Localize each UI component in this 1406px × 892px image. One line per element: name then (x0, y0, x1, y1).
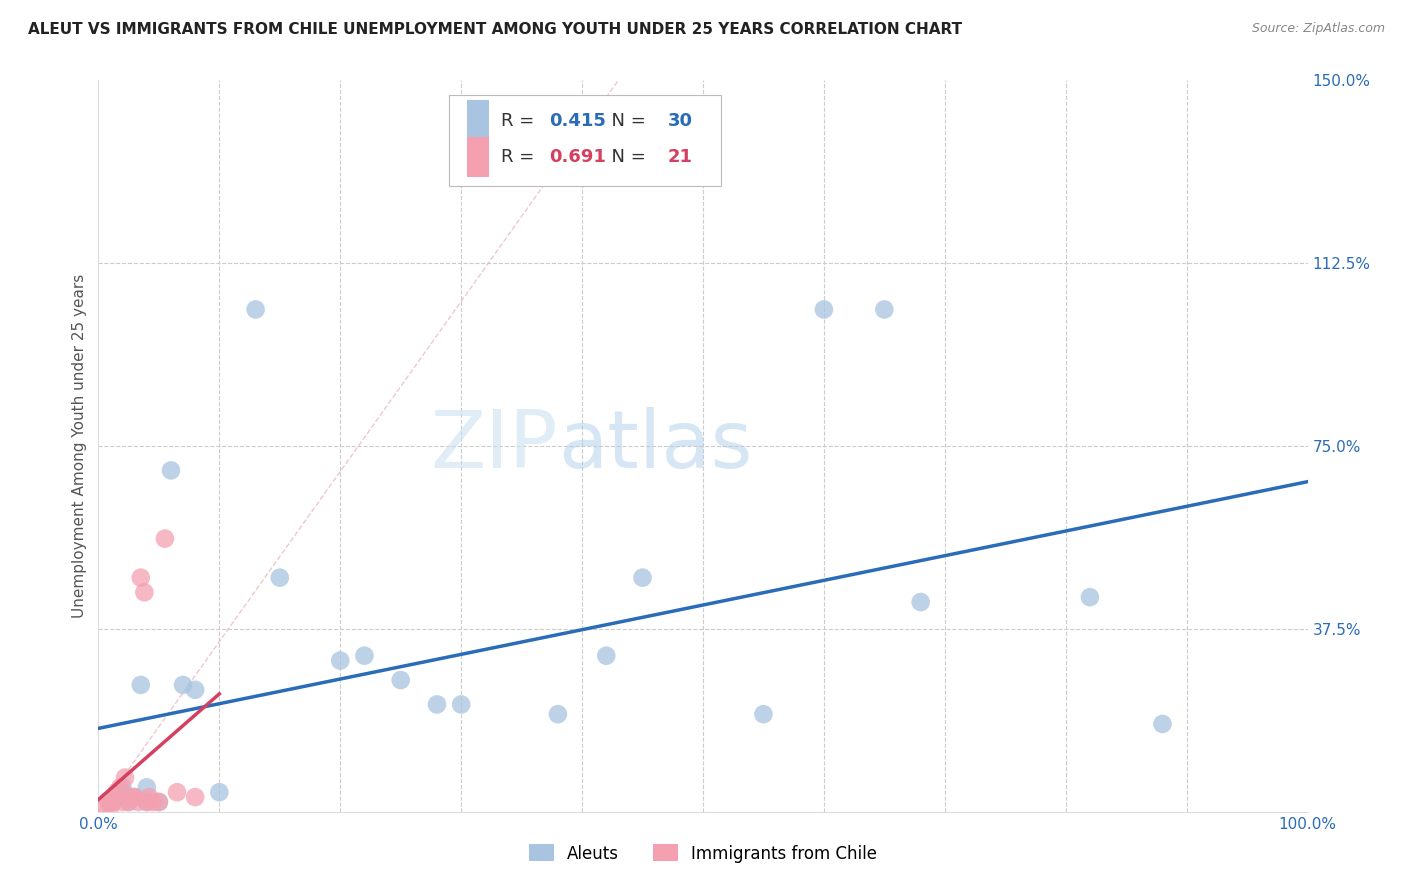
Point (129, 571, 152, 585)
Point (111, 785, 134, 799)
Point (135, 795, 157, 809)
Point (813, 302, 835, 317)
FancyBboxPatch shape (449, 95, 721, 186)
Point (114, 771, 136, 785)
Text: R =: R = (501, 112, 540, 129)
Point (389, 673, 412, 687)
Point (100, 800, 122, 814)
Point (752, 707, 775, 722)
Point (426, 698, 449, 712)
Point (127, 795, 149, 809)
Point (111, 780, 134, 795)
Point (329, 654, 352, 668)
Point (353, 648, 375, 663)
Point (105, 790, 128, 805)
Point (138, 790, 160, 805)
Point (595, 648, 617, 663)
Point (1078, 590, 1101, 604)
Point (105, 785, 128, 799)
Text: atlas: atlas (558, 407, 752, 485)
FancyBboxPatch shape (467, 101, 489, 141)
Point (135, 795, 157, 809)
Y-axis label: Unemployment Among Youth under 25 years: Unemployment Among Youth under 25 years (72, 274, 87, 618)
FancyBboxPatch shape (467, 137, 489, 178)
Point (160, 463, 183, 477)
Text: ZIP: ZIP (430, 407, 558, 485)
Text: 21: 21 (668, 148, 693, 166)
Text: ALEUT VS IMMIGRANTS FROM CHILE UNEMPLOYMENT AMONG YOUTH UNDER 25 YEARS CORRELATI: ALEUT VS IMMIGRANTS FROM CHILE UNEMPLOYM… (28, 22, 962, 37)
Point (184, 790, 207, 805)
Text: 0.691: 0.691 (550, 148, 606, 166)
Text: 30: 30 (668, 112, 693, 129)
Point (153, 532, 176, 546)
Point (166, 785, 188, 799)
Point (172, 678, 194, 692)
Point (547, 707, 569, 722)
Point (184, 682, 207, 697)
Point (1152, 717, 1174, 731)
Point (135, 780, 157, 795)
Point (100, 795, 122, 809)
Point (269, 571, 291, 585)
Point (121, 790, 143, 805)
Text: N =: N = (600, 148, 652, 166)
Point (124, 790, 146, 805)
Point (108, 780, 131, 795)
Point (910, 595, 932, 609)
Point (873, 302, 896, 317)
Point (97, 795, 120, 809)
Point (111, 795, 134, 809)
Point (118, 795, 141, 809)
Point (93, 800, 115, 814)
Point (134, 585, 156, 599)
Point (450, 698, 472, 712)
Text: R =: R = (501, 148, 540, 166)
Point (631, 571, 654, 585)
Text: Source: ZipAtlas.com: Source: ZipAtlas.com (1251, 22, 1385, 36)
Point (142, 795, 165, 809)
Point (124, 790, 146, 805)
Text: N =: N = (600, 112, 652, 129)
Point (208, 785, 231, 799)
Point (118, 795, 141, 809)
Point (101, 795, 124, 809)
Point (245, 302, 267, 317)
Legend: Aleuts, Immigrants from Chile: Aleuts, Immigrants from Chile (523, 838, 883, 869)
Point (148, 795, 170, 809)
Point (129, 678, 152, 692)
Text: 0.415: 0.415 (550, 112, 606, 129)
Point (148, 795, 170, 809)
